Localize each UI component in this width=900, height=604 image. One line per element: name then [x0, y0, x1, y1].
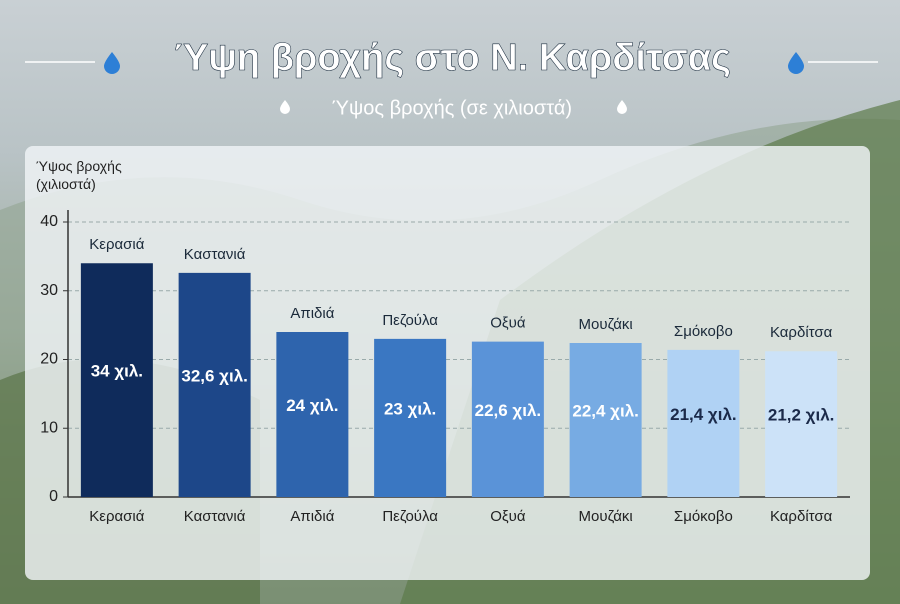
- y-tick-label: 20: [40, 351, 58, 368]
- bar: [276, 332, 349, 497]
- x-tick-label: Απιδιά: [290, 508, 334, 525]
- value-label: 21,4 χιλ.: [670, 405, 737, 424]
- value-label: 24 χιλ.: [286, 396, 338, 415]
- bar: [80, 263, 153, 497]
- bar-top-label: Μουζάκι: [579, 316, 633, 333]
- y-axis-label: Ύψος βροχής (χιλιοστά): [36, 158, 122, 192]
- bar-top-label: Απιδιά: [290, 305, 334, 322]
- y-tick-label: 10: [40, 419, 58, 436]
- y-tick-label: 0: [49, 488, 58, 505]
- bar-top-label: Καστανιά: [184, 246, 246, 263]
- y-tick-label: 40: [40, 213, 58, 230]
- x-tick-label: Καρδίτσα: [770, 508, 833, 525]
- value-label: 32,6 χιλ.: [181, 366, 248, 385]
- x-tick-label: Πεζούλα: [382, 508, 438, 525]
- drop-icon: [617, 100, 627, 114]
- bar: [569, 343, 642, 497]
- x-tick-label: Σμόκοβο: [674, 508, 733, 525]
- value-label: 22,4 χιλ.: [572, 401, 639, 420]
- bar: [667, 349, 740, 497]
- bar: [178, 272, 251, 497]
- value-label: 21,2 χιλ.: [768, 406, 835, 425]
- x-tick-label: Κερασιά: [89, 508, 144, 525]
- bar: [471, 341, 544, 497]
- x-tick-label: Καστανιά: [184, 508, 246, 525]
- bar: [765, 351, 838, 497]
- x-tick-label: Οξυά: [490, 508, 526, 525]
- bar-top-label: Σμόκοβο: [674, 323, 733, 340]
- drop-icon: [788, 52, 804, 74]
- chart-subtitle: Ύψος βροχής (σε χιλιοστά): [332, 97, 572, 119]
- bar: [374, 338, 447, 497]
- bar-top-label: Καρδίτσα: [770, 324, 833, 341]
- value-label: 22,6 χιλ.: [475, 401, 542, 420]
- bar-top-label: Κερασιά: [89, 236, 144, 253]
- value-label: 34 χιλ.: [91, 362, 143, 381]
- x-tick-label: Μουζάκι: [579, 508, 633, 525]
- chart-title: Ύψη βροχής στο Ν. Καρδίτσας: [173, 37, 731, 79]
- drop-icon: [104, 52, 120, 74]
- bar-top-label: Οξυά: [490, 315, 526, 332]
- value-label: 23 χιλ.: [384, 399, 436, 418]
- bar-top-label: Πεζούλα: [382, 312, 438, 329]
- drop-icon: [280, 100, 290, 114]
- y-tick-label: 30: [40, 282, 58, 299]
